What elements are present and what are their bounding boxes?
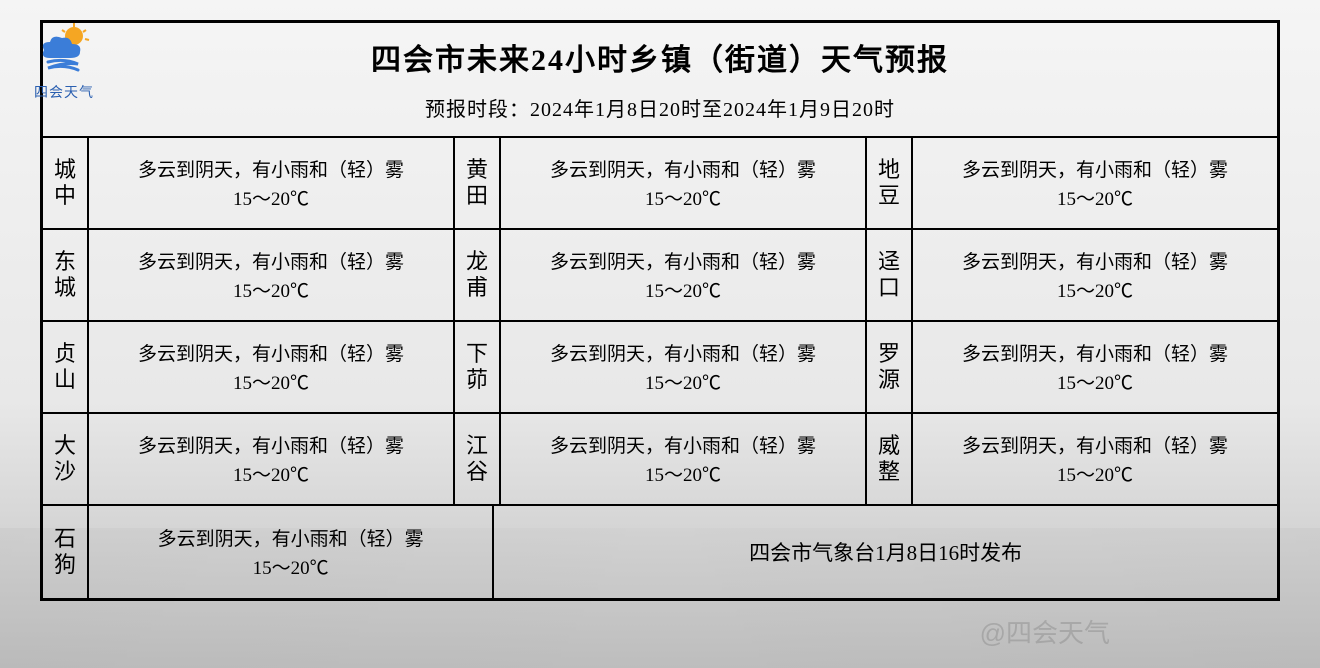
forecast-cell: 多云到阴天，有小雨和（轻）雾 15～20℃ — [913, 230, 1277, 320]
forecast-cell: 多云到阴天，有小雨和（轻）雾 15～20℃ — [89, 230, 455, 320]
town-name: 地豆 — [867, 138, 913, 228]
forecast-cell: 多云到阴天，有小雨和（轻）雾 15～20℃ — [89, 414, 455, 504]
table-header: 四会市未来24小时乡镇（街道）天气预报 预报时段：2024年1月8日20时至20… — [43, 23, 1277, 138]
forecast-cell: 多云到阴天，有小雨和（轻）雾 15～20℃ — [501, 414, 867, 504]
forecast-cell: 多云到阴天，有小雨和（轻）雾 15～20℃ — [89, 138, 455, 228]
forecast-table: 四会市未来24小时乡镇（街道）天气预报 预报时段：2024年1月8日20时至20… — [40, 20, 1280, 601]
table-row: 东城 多云到阴天，有小雨和（轻）雾 15～20℃ 龙甫 多云到阴天，有小雨和（轻… — [43, 230, 1277, 322]
page-title: 四会市未来24小时乡镇（街道）天气预报 — [43, 35, 1277, 79]
table-row: 石狗 多云到阴天，有小雨和（轻）雾 15～20℃ 四会市气象台1月8日16时发布 — [43, 506, 1277, 598]
forecast-cell: 多云到阴天，有小雨和（轻）雾 15～20℃ — [913, 414, 1277, 504]
forecast-period: 预报时段：2024年1月8日20时至2024年1月9日20时 — [43, 93, 1277, 122]
logo: 四会天气 — [28, 22, 100, 102]
table-row: 城中 多云到阴天，有小雨和（轻）雾 15～20℃ 黄田 多云到阴天，有小雨和（轻… — [43, 138, 1277, 230]
town-name: 罗源 — [867, 322, 913, 412]
town-name: 下茆 — [455, 322, 501, 412]
forecast-cell: 多云到阴天，有小雨和（轻）雾 15～20℃ — [501, 138, 867, 228]
forecast-cell: 多云到阴天，有小雨和（轻）雾 15～20℃ — [89, 322, 455, 412]
forecast-cell: 多云到阴天，有小雨和（轻）雾 15～20℃ — [501, 230, 867, 320]
town-name: 江谷 — [455, 414, 501, 504]
forecast-cell: 多云到阴天，有小雨和（轻）雾 15～20℃ — [913, 138, 1277, 228]
forecast-cell: 多云到阴天，有小雨和（轻）雾 15～20℃ — [913, 322, 1277, 412]
logo-text: 四会天气 — [28, 82, 100, 102]
town-name: 龙甫 — [455, 230, 501, 320]
logo-icon — [34, 22, 94, 80]
town-name: 大沙 — [43, 414, 89, 504]
town-name: 城中 — [43, 138, 89, 228]
town-name: 迳口 — [867, 230, 913, 320]
forecast-cell: 多云到阴天，有小雨和（轻）雾 15～20℃ — [501, 322, 867, 412]
town-name: 威整 — [867, 414, 913, 504]
forecast-cell: 多云到阴天，有小雨和（轻）雾 15～20℃ — [89, 506, 494, 598]
forecast-grid: 城中 多云到阴天，有小雨和（轻）雾 15～20℃ 黄田 多云到阴天，有小雨和（轻… — [43, 138, 1277, 598]
town-name: 东城 — [43, 230, 89, 320]
town-name: 黄田 — [455, 138, 501, 228]
town-name: 石狗 — [43, 506, 89, 598]
publish-info: 四会市气象台1月8日16时发布 — [494, 506, 1277, 598]
town-name: 贞山 — [43, 322, 89, 412]
table-row: 大沙 多云到阴天，有小雨和（轻）雾 15～20℃ 江谷 多云到阴天，有小雨和（轻… — [43, 414, 1277, 506]
table-row: 贞山 多云到阴天，有小雨和（轻）雾 15～20℃ 下茆 多云到阴天，有小雨和（轻… — [43, 322, 1277, 414]
